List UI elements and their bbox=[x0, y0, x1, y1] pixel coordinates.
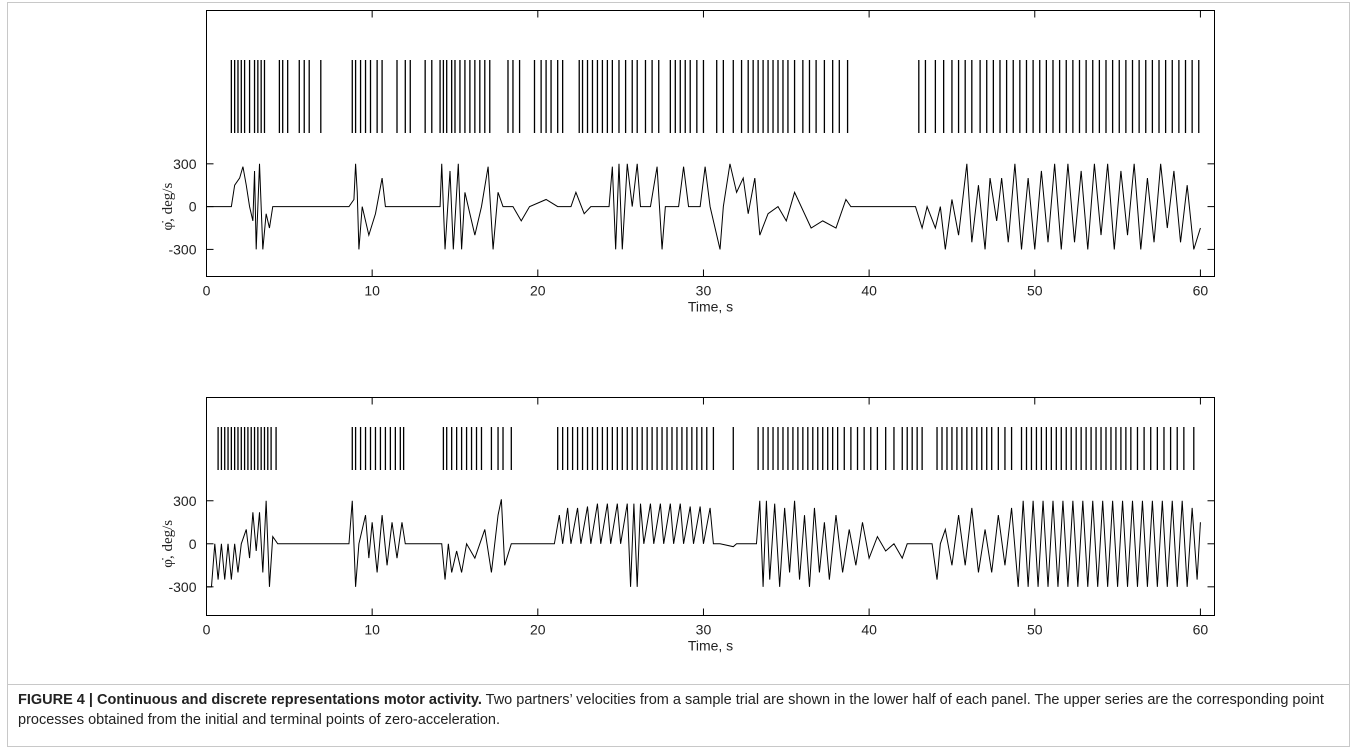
x-tick-label: 10 bbox=[364, 622, 380, 638]
y-tick-label: 300 bbox=[173, 156, 197, 172]
x-tick-label: 60 bbox=[1193, 622, 1209, 638]
y-axis-label: φ̇, deg/s bbox=[160, 520, 176, 568]
y-axis-label: φ̇, deg/s bbox=[160, 183, 176, 231]
caption-label: FIGURE 4 | Continuous and discrete repre… bbox=[18, 692, 482, 708]
caption-text: Two partners’ velocities from a sample t… bbox=[18, 692, 1324, 728]
x-tick-label: 20 bbox=[530, 283, 546, 299]
y-tick-label: 0 bbox=[189, 536, 197, 552]
velocity-line bbox=[206, 499, 1201, 588]
x-axis-label: Time, s bbox=[688, 299, 733, 315]
y-tick-label: 300 bbox=[173, 493, 197, 509]
x-tick-label: 60 bbox=[1193, 283, 1209, 299]
frame bbox=[7, 2, 1350, 747]
y-tick-label: -300 bbox=[168, 241, 196, 257]
x-tick-label: 20 bbox=[530, 622, 546, 638]
axes-box bbox=[206, 10, 1215, 277]
x-axis-label: Time, s bbox=[688, 638, 733, 654]
caption: FIGURE 4 | Continuous and discrete repre… bbox=[18, 690, 1340, 730]
x-tick-label: 0 bbox=[203, 283, 211, 299]
x-tick-label: 30 bbox=[696, 283, 712, 299]
x-tick-label: 50 bbox=[1027, 622, 1043, 638]
x-tick-label: 10 bbox=[364, 283, 380, 299]
x-tick-label: 30 bbox=[696, 622, 712, 638]
x-tick-label: 50 bbox=[1027, 283, 1043, 299]
velocity-line bbox=[206, 163, 1201, 250]
y-tick-label: 0 bbox=[189, 199, 197, 215]
x-tick-label: 40 bbox=[861, 283, 877, 299]
axes-box bbox=[206, 397, 1215, 616]
x-tick-label: 0 bbox=[203, 622, 211, 638]
x-tick-label: 40 bbox=[861, 622, 877, 638]
y-tick-label: -300 bbox=[168, 579, 196, 595]
